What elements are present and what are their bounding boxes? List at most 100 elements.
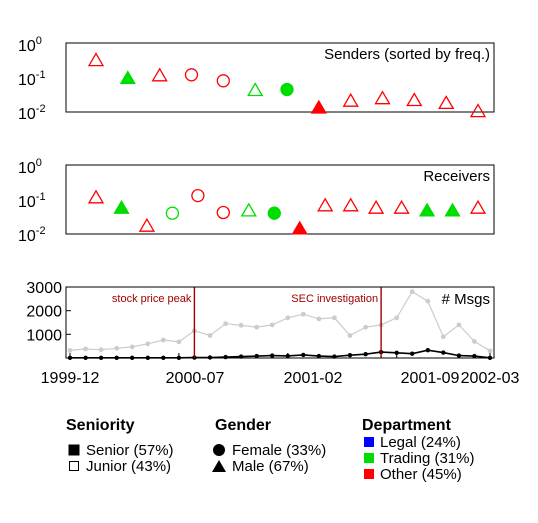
receiver-point-14	[418, 202, 436, 217]
messages-point-0-19	[363, 324, 368, 330]
sender-point-6	[247, 82, 264, 97]
male-triangle-icon	[212, 460, 226, 472]
messages-point-0-22	[409, 289, 415, 295]
messages-point-0-3	[114, 345, 120, 351]
messages-point-1-26	[472, 353, 477, 359]
messages-point-0-5	[145, 341, 151, 347]
messages-x-tick-1: 2000-07	[166, 370, 225, 387]
messages-point-0-24	[440, 334, 446, 340]
senders-y-axis: 100 10-1 10-2	[18, 35, 46, 123]
messages-x-axis: 1999-12 2000-07 2001-02 2001-09 2002-03	[41, 353, 520, 387]
messages-plot-frame	[65, 286, 495, 359]
messages-point-0-15	[300, 311, 306, 317]
legend-trading-label: Trading (31%)	[380, 450, 474, 467]
legend-junior-label: Junior (43%)	[86, 458, 171, 475]
messages-point-1-13	[270, 353, 275, 358]
messages-point-0-9	[207, 333, 213, 338]
messages-point-0-10	[223, 321, 229, 327]
sender-point-2	[119, 70, 136, 85]
receiver-point-9	[291, 220, 308, 235]
messages-y-axis: 1000 2000 3000	[26, 280, 71, 344]
messages-point-0-16	[316, 316, 322, 322]
other-color-swatch	[364, 469, 374, 479]
messages-point-0-1	[83, 346, 88, 352]
legend-female-label: Female (33%)	[232, 442, 326, 459]
legend-gender: Gender Female (33%) Male (67%)	[212, 417, 326, 475]
sender-point-4	[184, 68, 199, 82]
sender-point-5	[216, 74, 230, 88]
receiver-point-7	[240, 202, 257, 217]
receiver-point-5	[191, 188, 205, 203]
senders-markers	[87, 52, 487, 118]
receiver-point-2	[113, 199, 130, 214]
messages-point-0-21	[394, 315, 400, 321]
senders-y-tick-0: 100	[18, 35, 42, 55]
messages-point-0-12	[254, 324, 260, 330]
messages-point-1-23	[425, 348, 430, 353]
receivers-y-tick-2: 10-2	[18, 225, 46, 245]
legend-department: Department Legal (24%) Trading (31%) Oth…	[362, 417, 474, 483]
legend-gender-title: Gender	[215, 417, 271, 434]
receivers-title: Receivers	[423, 168, 490, 185]
sender-point-3	[151, 67, 168, 82]
sender-point-7	[280, 82, 294, 97]
messages-point-1-18	[347, 353, 353, 358]
messages-point-1-22	[410, 351, 415, 356]
event-markers: stock price peak SEC investigation	[112, 287, 382, 358]
messages-y-tick-2: 3000	[26, 280, 62, 297]
legend-legal-label: Legal (24%)	[380, 434, 461, 451]
messages-point-0-0	[67, 348, 73, 353]
trading-color-swatch	[364, 453, 374, 463]
female-circle-icon	[213, 444, 225, 456]
receiver-point-3	[138, 217, 156, 232]
receiver-point-4	[165, 206, 180, 220]
messages-point-1-19	[363, 352, 368, 357]
senders-title: Senders (sorted by freq.)	[324, 46, 490, 63]
receiver-point-10	[317, 197, 334, 212]
receiver-point-6	[216, 205, 230, 220]
legend-seniority: Seniority Senior (57%) Junior (43%)	[66, 417, 174, 475]
legend-seniority-title: Seniority	[66, 417, 135, 434]
receivers-y-tick-0: 100	[18, 157, 42, 177]
messages-point-0-6	[160, 337, 166, 343]
messages-point-0-25	[456, 322, 462, 328]
sender-point-12	[438, 95, 455, 110]
messages-point-1-10	[223, 354, 228, 360]
receiver-point-12	[367, 199, 385, 214]
receivers-y-axis: 100 10-1 10-2	[18, 157, 46, 245]
messages-point-0-7	[176, 339, 182, 345]
messages-title: # Msgs	[442, 291, 490, 308]
legend: Seniority Senior (57%) Junior (43%) Gend…	[66, 417, 474, 483]
legend-department-title: Department	[362, 417, 452, 434]
event-label-1: SEC investigation	[291, 293, 378, 305]
receiver-point-11	[342, 197, 359, 212]
senior-square-icon	[68, 444, 80, 456]
junior-square-icon	[69, 461, 79, 471]
sender-point-9	[342, 92, 359, 107]
legend-male-label: Male (67%)	[232, 458, 309, 475]
messages-point-1-16	[316, 353, 322, 359]
messages-x-tick-0: 1999-12	[41, 370, 100, 387]
event-label-0: stock price peak	[112, 293, 192, 305]
senders-plot-frame	[65, 42, 495, 113]
senders-y-tick-2: 10-2	[18, 103, 46, 123]
sender-point-1	[87, 52, 105, 67]
messages-point-1-24	[441, 350, 446, 355]
receiver-point-8	[267, 206, 281, 220]
receiver-point-13	[393, 199, 410, 214]
messages-point-0-2	[98, 347, 104, 353]
legend-other-label: Other (45%)	[380, 466, 462, 483]
messages-point-1-25	[456, 353, 462, 358]
receivers-panel: Receivers 100 10-1 10-2	[18, 157, 495, 245]
legend-senior-label: Senior (57%)	[86, 442, 174, 459]
messages-line-0	[69, 290, 491, 352]
messages-point-0-17	[332, 315, 337, 321]
messages-x-tick-4: 2002-03	[461, 370, 520, 387]
messages-point-0-4	[129, 344, 135, 350]
sender-point-11	[406, 92, 423, 107]
receivers-y-tick-1: 10-1	[18, 191, 46, 211]
receivers-plot-frame	[65, 164, 495, 235]
messages-point-0-14	[285, 315, 291, 321]
sender-point-8	[310, 99, 327, 114]
messages-x-tick-2: 2001-02	[284, 370, 343, 387]
